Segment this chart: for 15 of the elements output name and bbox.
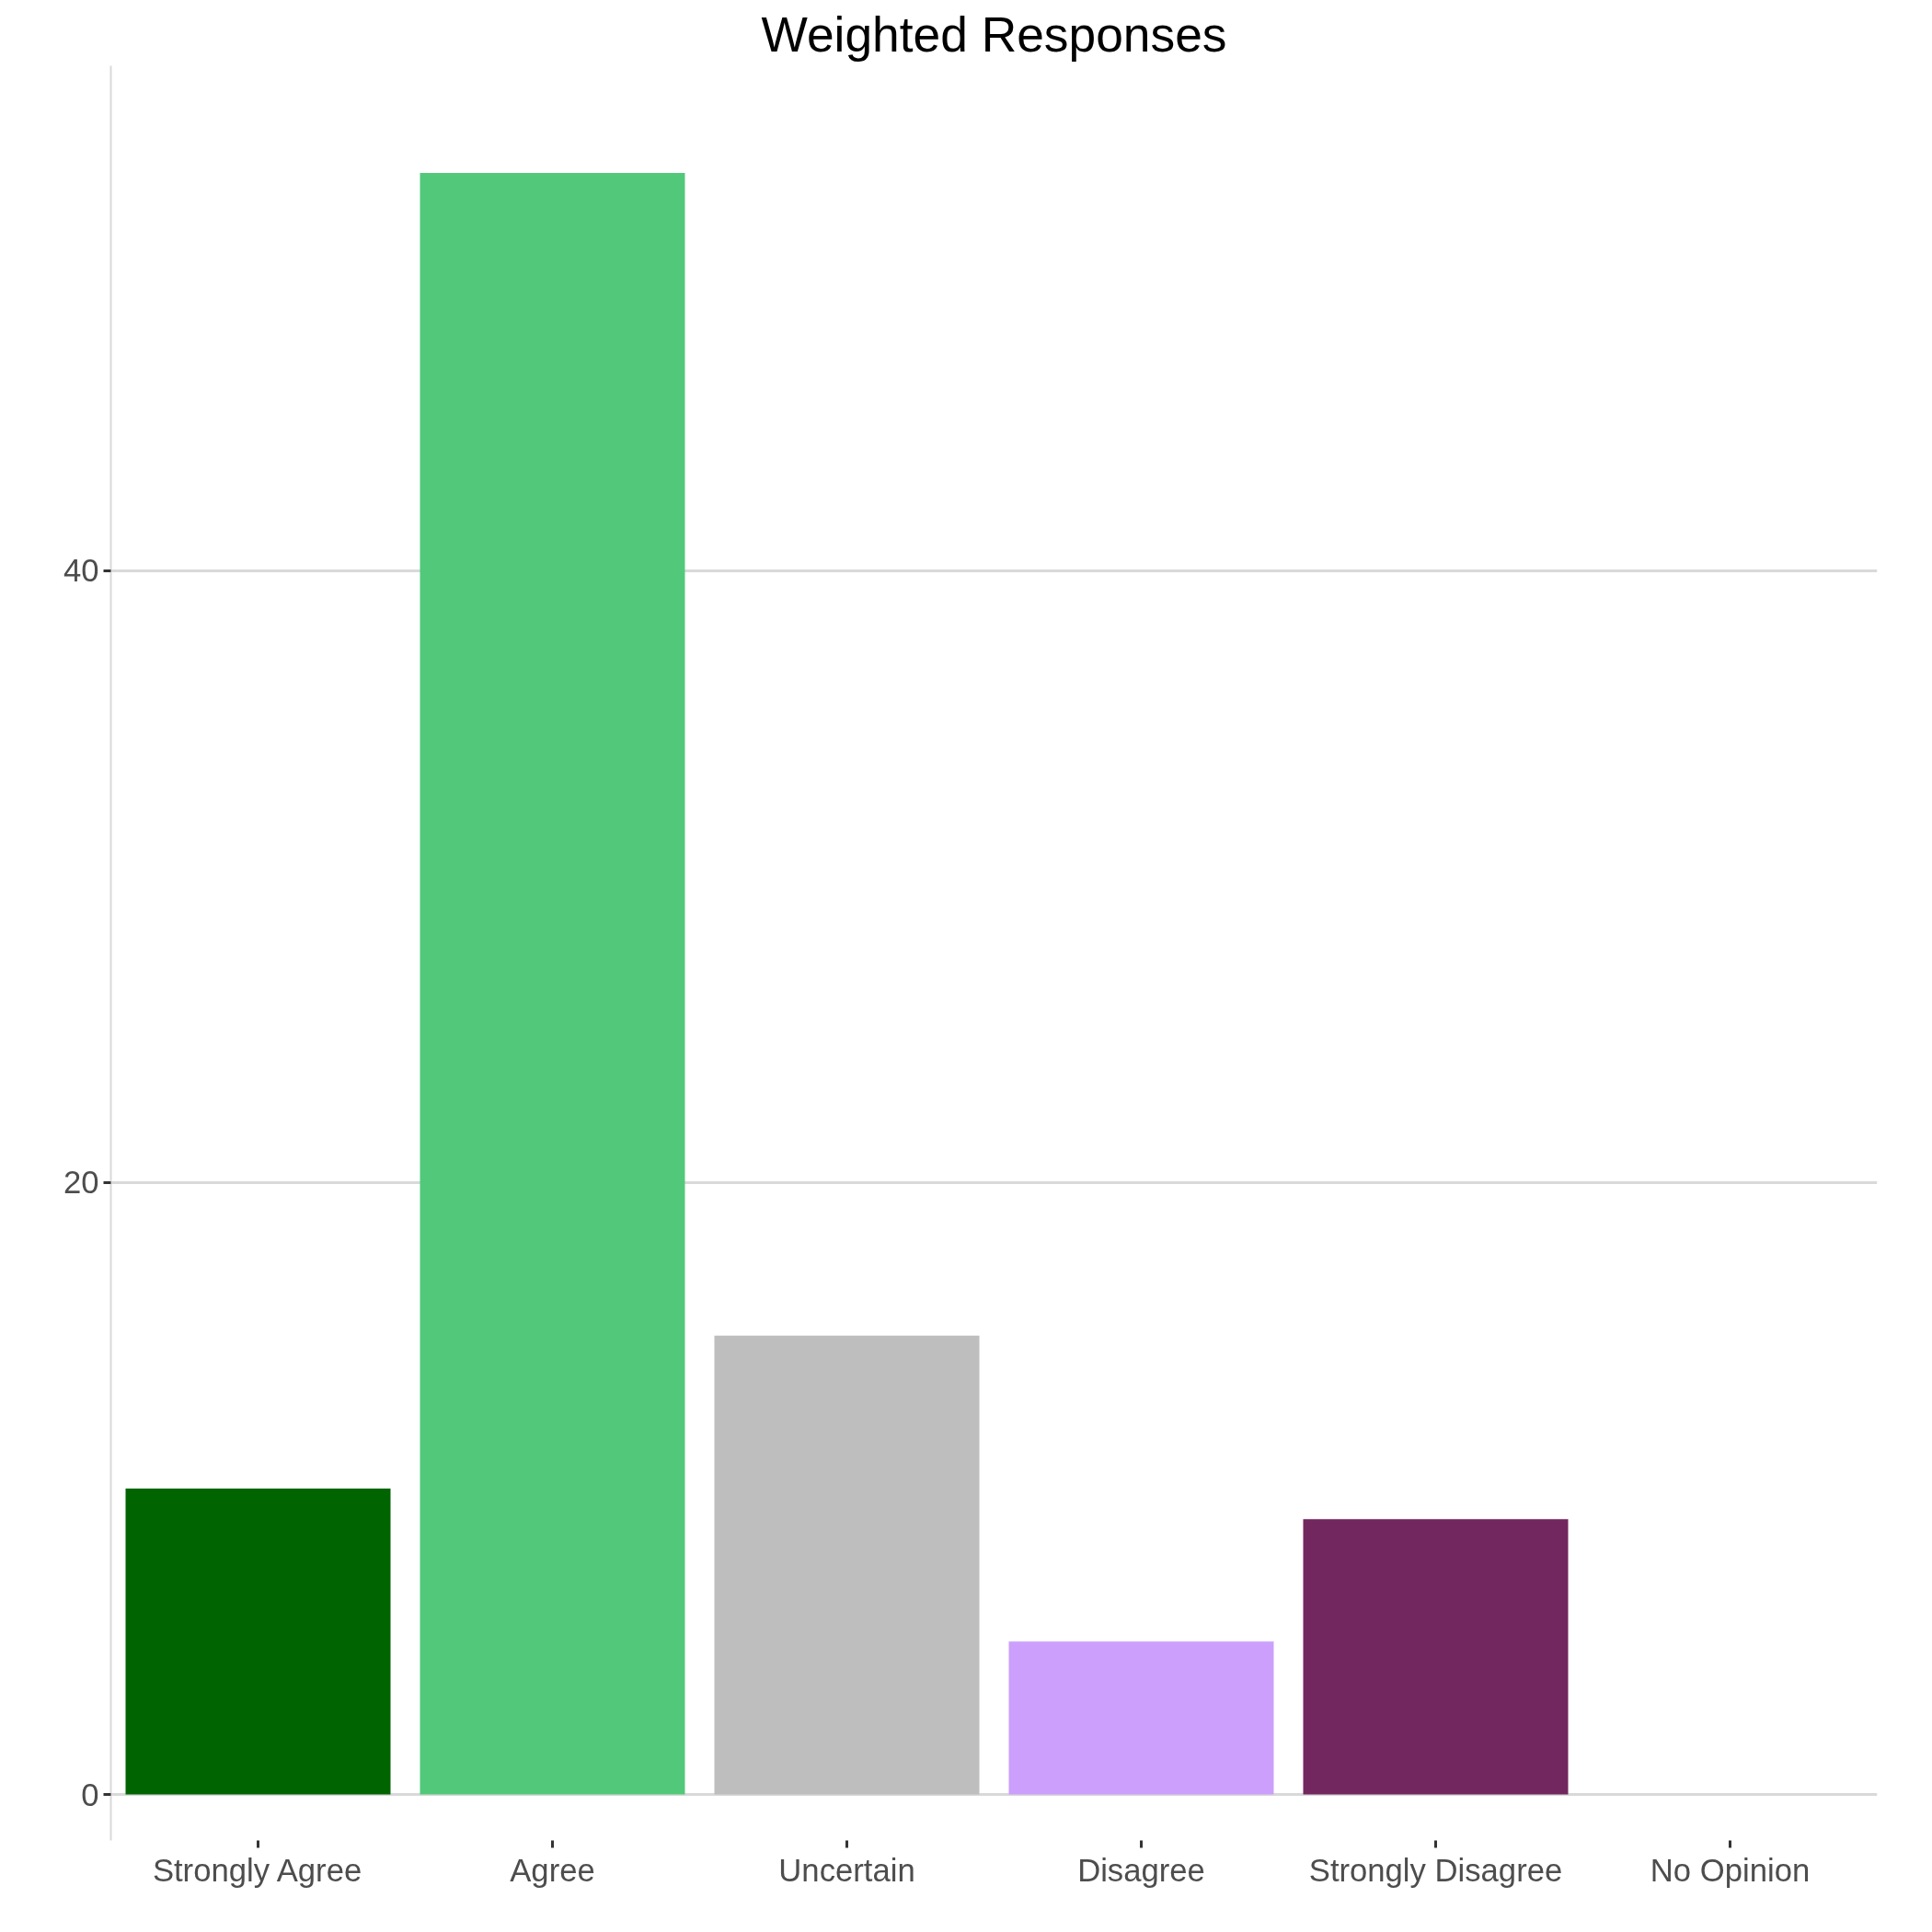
chart-title: Weighted Responses <box>761 6 1227 62</box>
bar <box>1008 1641 1274 1795</box>
x-tick-label: No Opinion <box>1650 1852 1811 1888</box>
bar <box>1303 1519 1569 1795</box>
x-tick-label: Strongly Disagree <box>1308 1852 1563 1888</box>
x-tick-label: Strongly Agree <box>152 1852 362 1888</box>
x-tick-label: Agree <box>510 1852 595 1888</box>
x-tick-label: Disagree <box>1077 1852 1205 1888</box>
bar <box>714 1335 980 1795</box>
y-tick-label: 0 <box>81 1777 99 1812</box>
x-tick-label: Uncertain <box>778 1852 915 1888</box>
y-tick-label: 40 <box>63 553 99 589</box>
bar <box>420 172 685 1795</box>
y-tick-label: 20 <box>63 1165 99 1201</box>
bar <box>125 1489 391 1795</box>
